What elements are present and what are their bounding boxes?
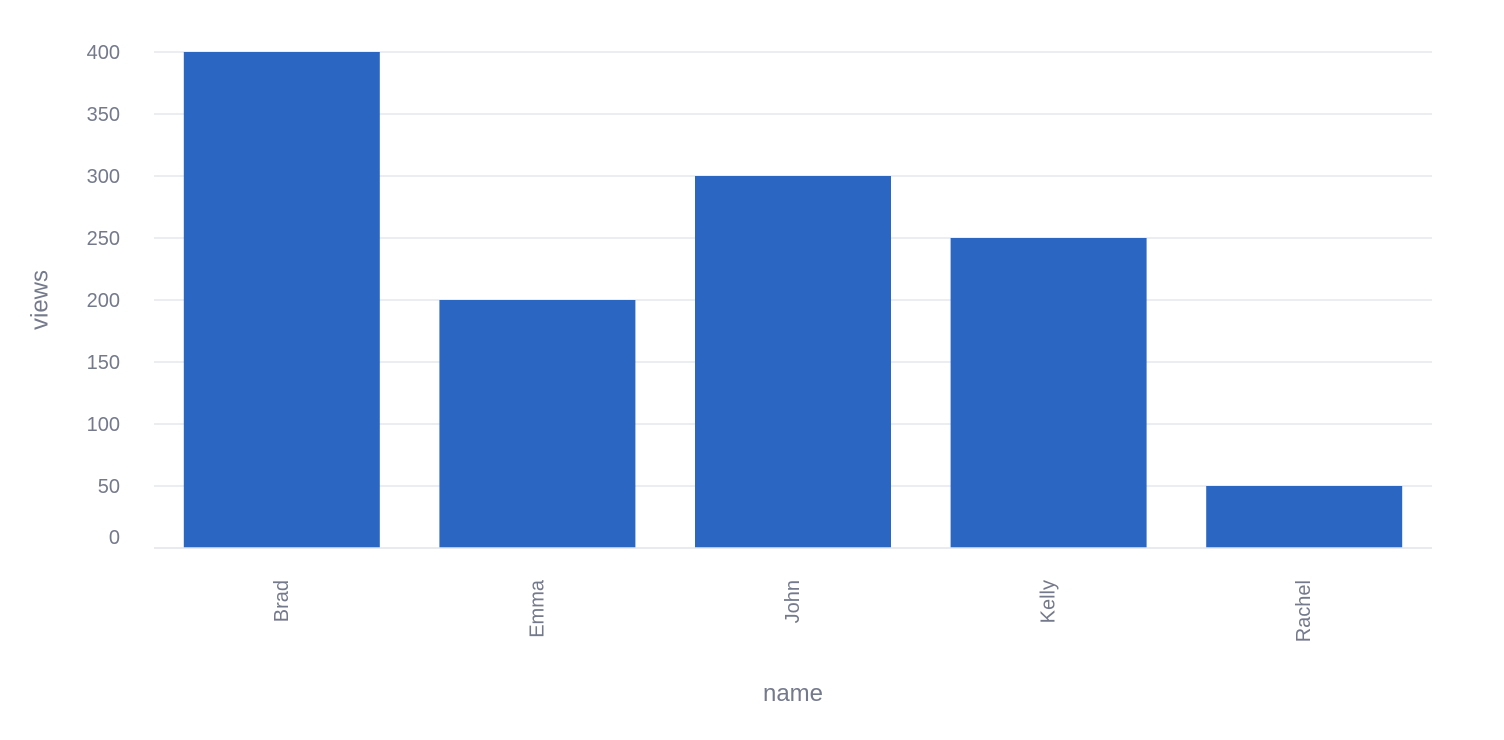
y-tick-label: 50 — [98, 476, 120, 498]
x-axis-label: name — [763, 680, 823, 707]
x-tick-label: John — [782, 580, 804, 623]
y-tick-label: 250 — [87, 228, 120, 250]
x-axis-ticks: Brad Emma John Kelly Rachel — [271, 579, 1315, 642]
y-tick-label: 400 — [87, 42, 120, 64]
bar-brad[interactable] — [183, 52, 380, 548]
x-tick-label: Kelly — [1038, 580, 1060, 623]
bars — [183, 52, 1403, 548]
y-axis-label: views — [27, 270, 54, 330]
y-tick-label: 200 — [87, 290, 120, 312]
x-tick-label: Rachel — [1293, 580, 1315, 642]
bar-kelly[interactable] — [950, 238, 1147, 548]
bar-john[interactable] — [695, 176, 891, 548]
y-tick-label: 0 — [109, 527, 120, 549]
x-tick-label: Emma — [526, 579, 548, 638]
bar-emma[interactable] — [439, 300, 636, 548]
y-tick-label: 100 — [87, 414, 120, 436]
x-tick-label: Brad — [271, 580, 293, 622]
bar-rachel[interactable] — [1206, 486, 1403, 548]
y-axis-ticks: 0 50 100 150 200 250 300 350 400 — [87, 42, 120, 549]
y-tick-label: 300 — [87, 166, 120, 188]
y-tick-label: 350 — [87, 104, 120, 126]
y-tick-label: 150 — [87, 352, 120, 374]
